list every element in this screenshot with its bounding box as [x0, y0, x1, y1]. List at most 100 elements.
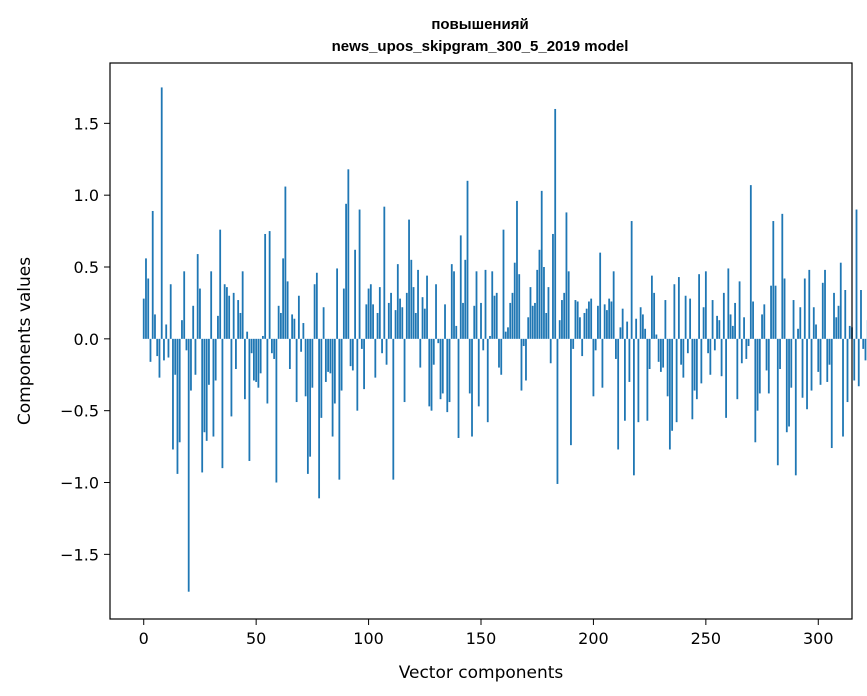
- bar-161: [504, 331, 507, 339]
- bar-14: [174, 338, 177, 375]
- bar-154: [489, 335, 491, 339]
- bar-152: [484, 269, 487, 339]
- bar-143: [464, 259, 467, 339]
- bar-112: [394, 310, 397, 339]
- bar-191: [572, 338, 575, 349]
- bar-113: [396, 264, 399, 339]
- bar-145: [468, 338, 471, 394]
- bar-210: [615, 338, 617, 359]
- bar-296: [808, 269, 811, 339]
- bar-55: [266, 338, 269, 404]
- bar-144: [466, 180, 469, 339]
- bar-76: [313, 284, 316, 339]
- bar-281: [774, 285, 777, 339]
- bar-279: [770, 285, 772, 339]
- bar-50: [255, 338, 258, 382]
- bar-295: [806, 338, 808, 410]
- bar-139: [455, 325, 458, 339]
- bar-52: [259, 338, 262, 374]
- bar-172: [529, 287, 532, 339]
- bar-92: [349, 338, 352, 367]
- bar-33: [217, 315, 219, 339]
- bar-255: [716, 315, 718, 339]
- bar-269: [747, 338, 750, 347]
- bar-238: [677, 277, 680, 339]
- bar-151: [482, 338, 485, 351]
- bar-48: [250, 338, 253, 354]
- bar-196: [583, 312, 586, 339]
- bar-66: [291, 314, 294, 339]
- bar-157: [495, 292, 498, 339]
- bar-41: [235, 338, 237, 370]
- bar-117: [405, 292, 408, 339]
- bar-287: [788, 338, 790, 427]
- bar-171: [527, 317, 530, 339]
- bar-278: [767, 338, 770, 394]
- bar-308: [835, 317, 838, 339]
- bar-247: [698, 274, 700, 339]
- bar-298: [812, 307, 815, 339]
- bar-79: [320, 338, 323, 418]
- bar-211: [617, 338, 620, 450]
- bar-202: [597, 305, 599, 339]
- bar-34: [219, 229, 222, 339]
- bar-110: [390, 292, 392, 339]
- bar-317: [855, 209, 858, 339]
- bar-272: [754, 338, 757, 443]
- bar-58: [273, 338, 276, 359]
- bar-8: [160, 87, 163, 339]
- bar-186: [561, 300, 563, 339]
- bar-42: [237, 300, 240, 339]
- bar-140: [457, 338, 460, 438]
- bar-158: [498, 338, 500, 368]
- bar-222: [641, 314, 644, 339]
- bar-9: [163, 338, 165, 361]
- bar-232: [664, 300, 667, 339]
- bar-15: [176, 338, 179, 474]
- bar-38: [228, 295, 231, 339]
- bar-220: [637, 338, 640, 423]
- bar-194: [579, 317, 581, 339]
- bar-237: [675, 338, 678, 423]
- bar-74: [309, 338, 312, 457]
- bar-3: [149, 338, 152, 362]
- bar-302: [821, 282, 824, 339]
- bar-65: [288, 338, 291, 370]
- y-axis-label: Components values: [15, 257, 35, 425]
- bar-167: [518, 274, 521, 339]
- bar-268: [745, 338, 748, 359]
- x-tick-label: 150: [466, 629, 497, 648]
- bar-217: [630, 221, 633, 339]
- bar-203: [599, 252, 602, 339]
- bar-309: [837, 305, 840, 339]
- bar-16: [178, 338, 181, 443]
- bar-282: [776, 338, 779, 466]
- x-axis-label: Vector components: [399, 663, 564, 683]
- bar-248: [700, 338, 703, 384]
- bar-229: [657, 338, 660, 362]
- bar-104: [376, 312, 379, 339]
- bar-169: [522, 338, 525, 347]
- bar-61: [279, 312, 282, 339]
- bar-271: [752, 301, 754, 339]
- bar-159: [500, 338, 503, 375]
- bar-97: [360, 338, 363, 349]
- y-tick-label: −1.0: [60, 474, 99, 493]
- bar-257: [720, 338, 723, 377]
- bar-137: [450, 264, 453, 339]
- bar-321: [864, 338, 867, 361]
- bar-45: [244, 338, 246, 400]
- bar-312: [844, 290, 847, 339]
- bar-54: [264, 233, 267, 339]
- chart-title-line1: повышенияй: [431, 16, 528, 33]
- y-tick-label: −1.5: [60, 545, 99, 564]
- bar-251: [707, 338, 709, 354]
- bar-128: [430, 338, 433, 411]
- y-axis-ticks: −1.5 −1.0 −0.5 0.0 0.5 1.0 1.5: [60, 114, 110, 564]
- bar-70: [300, 338, 303, 352]
- bar-43: [239, 312, 242, 339]
- bar-265: [738, 281, 741, 339]
- bar-277: [765, 338, 768, 371]
- bar-193: [576, 301, 579, 339]
